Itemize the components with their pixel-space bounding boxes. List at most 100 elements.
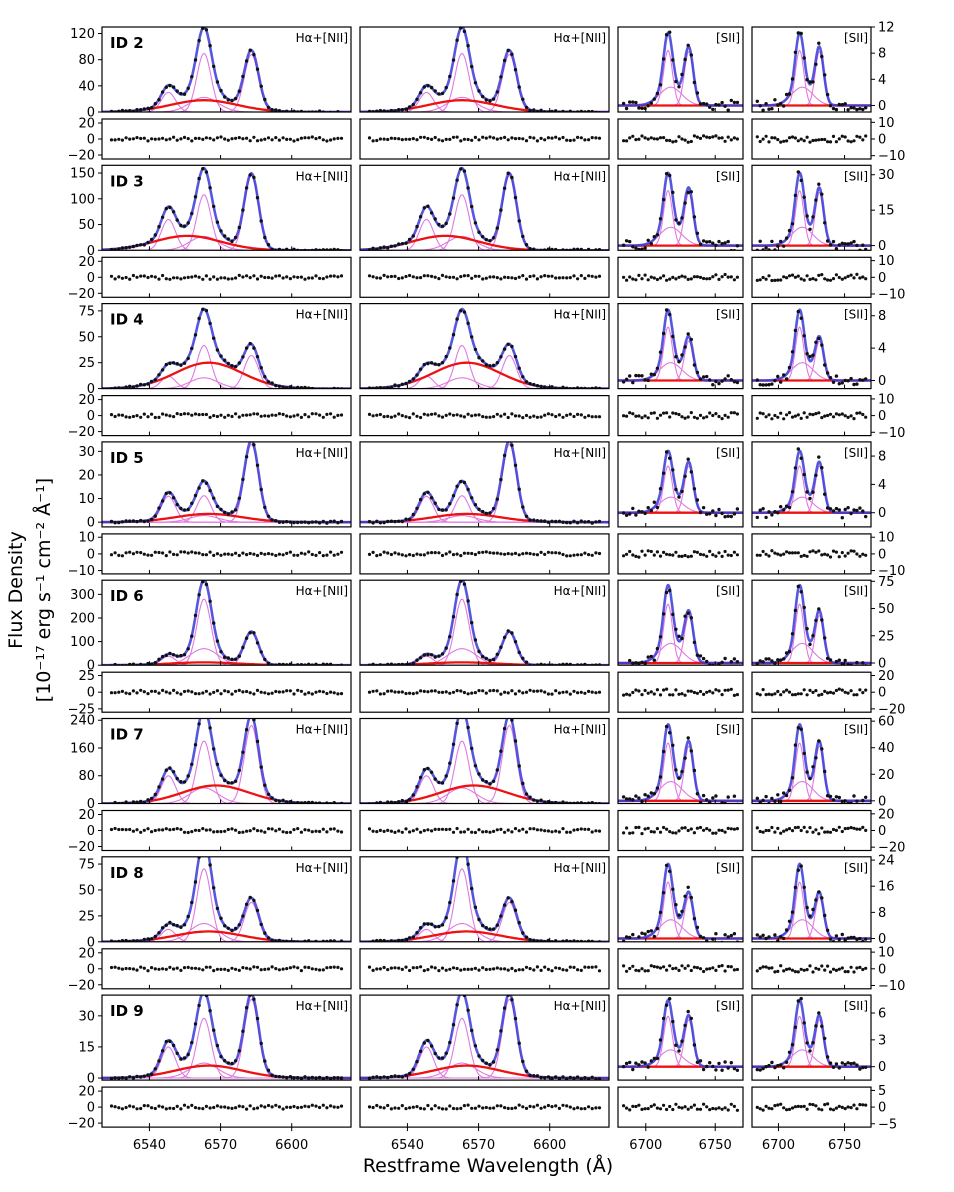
data-point: [732, 380, 737, 384]
data-point: [193, 743, 198, 747]
residual-point: [430, 689, 434, 693]
residual-point: [386, 689, 390, 693]
data-point: [477, 917, 481, 922]
data-point: [215, 220, 220, 224]
residual-point: [557, 413, 562, 417]
residual-point: [671, 553, 675, 557]
residual-point: [259, 1104, 263, 1108]
residual-point: [695, 550, 700, 554]
data-point: [499, 914, 503, 918]
residual-point: [698, 967, 703, 971]
data-point: [303, 1075, 307, 1079]
residual-point: [408, 416, 412, 420]
residual-point: [705, 690, 709, 694]
residual-point: [248, 1104, 252, 1108]
residual-point: [767, 554, 771, 558]
residual-point: [583, 827, 587, 831]
data-point: [671, 743, 675, 747]
data-point: [160, 777, 165, 781]
residual-point: [539, 689, 543, 693]
data-point: [793, 1025, 798, 1029]
data-point: [477, 89, 481, 93]
res-ytick-label: 10: [878, 254, 895, 269]
data-point: [820, 343, 824, 347]
residual-point: [677, 275, 681, 279]
residual-point: [367, 965, 372, 969]
residual-point: [732, 136, 737, 140]
residual-point: [241, 413, 245, 417]
data-point: [182, 923, 187, 927]
residual-point: [646, 691, 650, 695]
residual-point: [674, 831, 678, 835]
residual-point: [708, 689, 712, 693]
data-point: [680, 72, 684, 77]
residual-point: [790, 551, 795, 555]
data-point: [858, 107, 862, 111]
data-point: [429, 211, 434, 215]
residual-point: [506, 275, 510, 280]
residual-point: [674, 688, 678, 692]
residual-point: [785, 967, 789, 972]
region-label: [SII]: [844, 861, 868, 875]
residual-point: [367, 552, 372, 557]
residual-point: [720, 964, 724, 968]
data-point: [426, 204, 430, 208]
data-point: [820, 466, 824, 470]
data-point: [418, 775, 423, 780]
residual-point: [382, 692, 386, 696]
residual-point: [805, 968, 809, 972]
data-point: [182, 224, 187, 228]
residual-point: [386, 414, 390, 418]
data-point: [470, 204, 474, 209]
residual-point: [168, 414, 172, 418]
data-point: [855, 107, 859, 112]
residual-point: [307, 691, 311, 695]
residual-point: [820, 1108, 824, 1112]
res-ytick-label: −20: [68, 287, 95, 302]
residual-point: [215, 552, 219, 556]
fit-curves: [360, 856, 609, 942]
residual-point: [539, 828, 543, 832]
residual-point: [288, 137, 292, 141]
region-label: [SII]: [844, 31, 868, 45]
data-point: [433, 777, 437, 781]
residual-point: [532, 1105, 536, 1109]
data-point: [729, 514, 733, 519]
object-id-label: ID 7: [110, 726, 144, 744]
data-point: [658, 775, 663, 779]
residual-point: [223, 967, 227, 971]
residual-point: [190, 690, 194, 694]
data-point: [539, 384, 543, 389]
residual-point: [524, 690, 529, 694]
residual-point: [168, 277, 172, 281]
residual-point: [499, 414, 503, 418]
residual-point: [677, 554, 681, 558]
residual-point: [790, 693, 795, 697]
residual-point: [861, 552, 865, 556]
data-point: [624, 1061, 629, 1066]
data-point: [637, 247, 641, 251]
residual-point: [190, 1103, 194, 1107]
fit-ytick-label: 160: [70, 741, 95, 756]
data-point: [631, 798, 635, 802]
data-point: [528, 247, 532, 251]
fit-curves: [752, 447, 871, 520]
residual-point: [643, 273, 647, 277]
data-point: [787, 788, 792, 792]
residual-point: [622, 139, 626, 143]
data-point: [808, 227, 812, 231]
data-point: [543, 1076, 547, 1080]
residual-point: [849, 414, 853, 418]
residual-point: [785, 1108, 789, 1112]
data-point: [720, 379, 724, 383]
data-point: [270, 381, 274, 385]
residual-point: [378, 276, 382, 280]
data-point: [179, 780, 183, 784]
residual-point: [837, 555, 841, 559]
data-point: [735, 1068, 740, 1073]
residual-point: [397, 690, 401, 694]
data-point: [135, 939, 139, 942]
residual-point: [652, 553, 656, 557]
residual-frame: [359, 256, 610, 298]
panel-frame: [101, 856, 352, 943]
